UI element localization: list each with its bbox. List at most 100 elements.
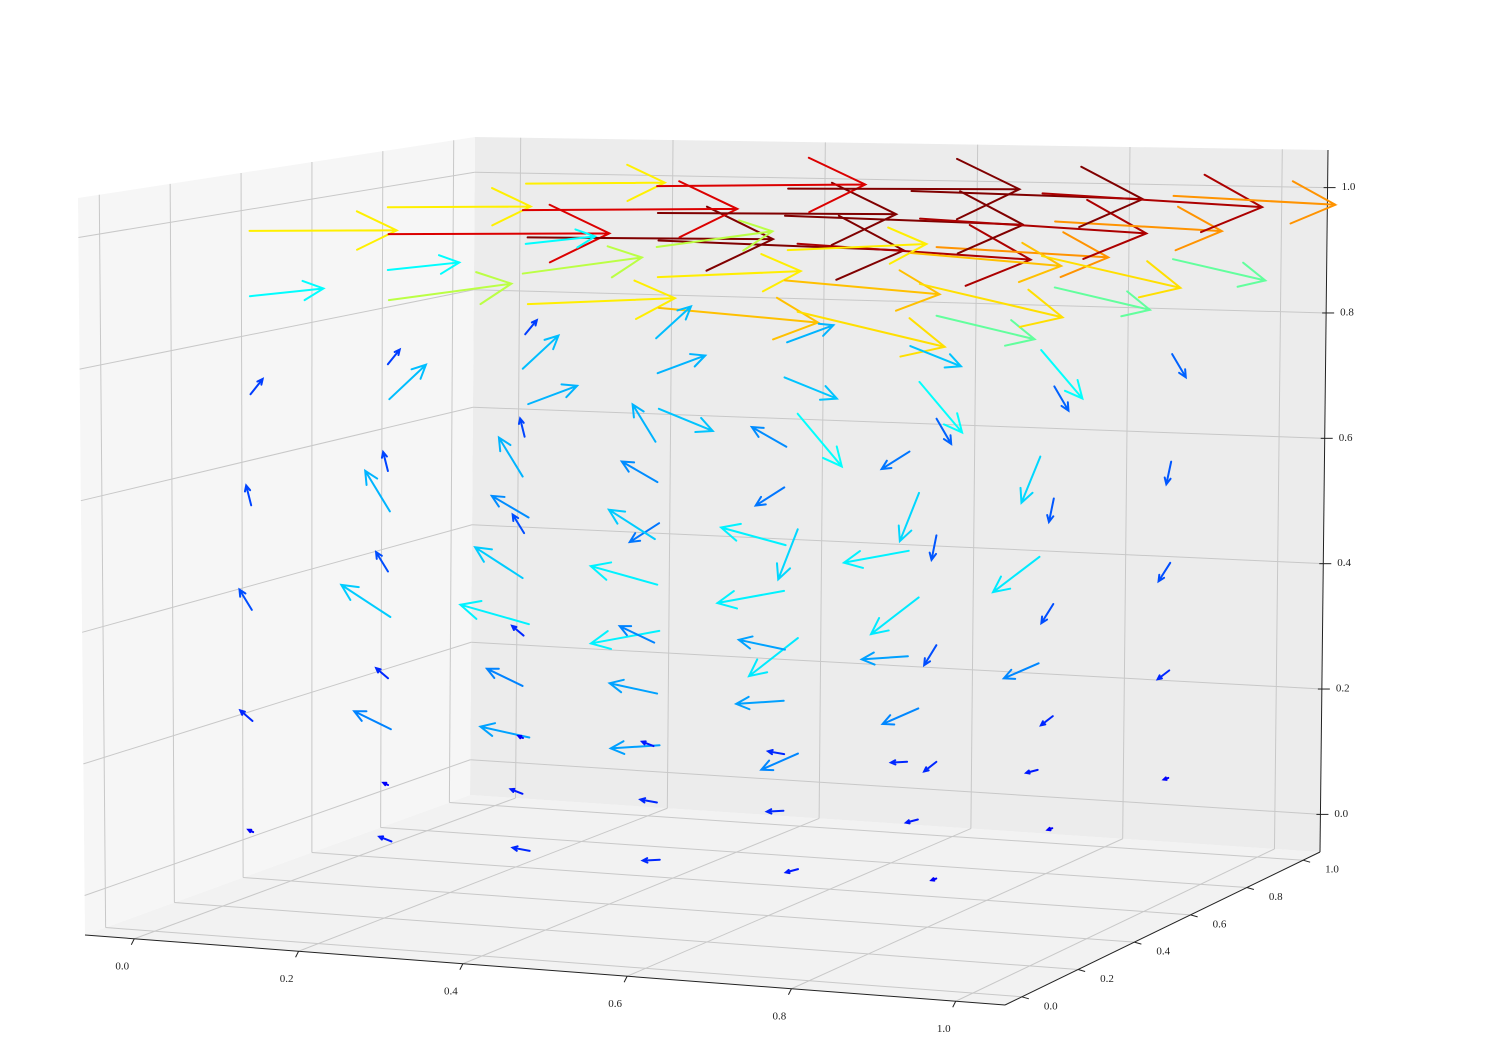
y-tick: [1190, 914, 1198, 918]
arrow: [903, 818, 919, 825]
grid-line: [98, 194, 107, 928]
y-tick: [1134, 941, 1142, 945]
grid-line: [472, 406, 1325, 439]
x-axis-line: [84, 934, 1006, 1006]
arrow: [909, 345, 964, 369]
arrow: [764, 808, 785, 815]
arrow: [657, 296, 821, 341]
arrow: [783, 269, 942, 312]
arrow: [796, 412, 844, 469]
grid-line: [174, 902, 1079, 970]
arrow: [526, 205, 776, 272]
x-tick-label: 0.8: [773, 1010, 787, 1022]
arrow: [869, 596, 920, 636]
arrow: [364, 468, 391, 513]
y-tick: [1246, 887, 1255, 890]
y-tick-label: 0.2: [1100, 973, 1114, 985]
x-tick-label: 0.0: [115, 960, 129, 972]
arrow: [527, 383, 580, 406]
arrow: [1053, 385, 1070, 413]
arrow: [922, 644, 938, 668]
floor-pane: [85, 795, 1320, 1005]
arrow: [246, 828, 255, 834]
y-axis-line: [1004, 851, 1321, 1006]
y-tick: [1077, 969, 1086, 972]
arrow: [1041, 173, 1265, 234]
z-tick-label: 0.0: [1334, 808, 1348, 820]
arrow: [841, 549, 910, 569]
arrow: [386, 187, 534, 227]
grid-line: [81, 524, 473, 633]
arrow: [588, 561, 659, 586]
arrow: [516, 734, 524, 740]
arrow: [786, 322, 836, 344]
grid-line: [448, 140, 455, 803]
grid-line: [105, 927, 1022, 998]
back-pane: [470, 137, 1328, 852]
arrow: [1161, 776, 1170, 781]
grid-line: [84, 759, 471, 896]
arrow: [859, 651, 909, 666]
arrow: [929, 877, 938, 882]
grid-line: [79, 289, 474, 370]
arrow: [388, 363, 428, 401]
arrow: [484, 667, 524, 687]
x-tick: [295, 951, 300, 958]
x-tick: [130, 938, 135, 945]
arrow: [458, 600, 530, 626]
x-tick-label: 0.6: [608, 998, 622, 1010]
arrow: [736, 635, 786, 651]
x-tick-label: 0.2: [280, 973, 294, 985]
arrow: [1163, 460, 1173, 487]
arrow: [657, 407, 715, 434]
grid-line: [311, 852, 1191, 916]
arrow: [526, 279, 678, 320]
arrow: [747, 637, 799, 678]
z-tick-label: 0.8: [1340, 306, 1354, 318]
arrow: [607, 678, 659, 695]
arrow: [640, 857, 661, 864]
arrow: [775, 528, 799, 582]
z-tick-label: 0.6: [1339, 432, 1353, 444]
x-tick: [952, 1001, 957, 1008]
grid-line: [134, 797, 516, 940]
arrow: [1040, 349, 1084, 401]
arrow: [1046, 497, 1055, 525]
arrow: [380, 449, 389, 473]
z-axis-line: [1319, 149, 1329, 853]
y-tick-label: 0.0: [1044, 1000, 1058, 1012]
z-tick-label: 0.2: [1336, 683, 1350, 695]
arrow: [656, 156, 868, 214]
grid-line: [380, 827, 1247, 889]
arrow: [489, 494, 530, 519]
arrow: [387, 203, 612, 264]
arrow: [749, 425, 788, 448]
arrow: [1040, 603, 1055, 626]
x-tick-label: 0.4: [444, 985, 458, 997]
arrow: [631, 402, 657, 443]
y-tick-label: 0.8: [1269, 891, 1283, 903]
grid-line: [471, 641, 1322, 690]
y-tick-label: 1.0: [1325, 864, 1339, 876]
arrow: [510, 624, 525, 637]
arrow: [655, 219, 775, 252]
y-tick: [1302, 859, 1311, 863]
grid-line: [80, 406, 474, 502]
arrow: [525, 163, 668, 202]
grid-line: [791, 838, 1123, 990]
grid-line: [666, 140, 674, 809]
arrow: [524, 318, 539, 336]
arrow: [617, 625, 656, 644]
arrow: [1054, 205, 1225, 252]
grid-line: [818, 142, 826, 819]
arrow: [517, 416, 526, 438]
arrow: [787, 157, 1022, 221]
arrow: [524, 228, 598, 249]
arrow: [352, 710, 392, 731]
arrow: [381, 781, 390, 787]
grid-line: [380, 151, 384, 828]
grid-line: [1273, 149, 1283, 849]
arrow: [377, 835, 393, 843]
arrow: [606, 508, 656, 541]
arrow: [879, 450, 911, 471]
